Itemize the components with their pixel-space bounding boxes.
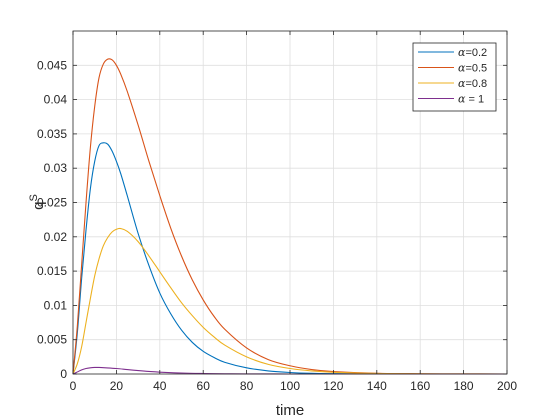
x-tick-label: 140	[367, 379, 387, 393]
y-tick-label: 0.035	[37, 127, 67, 141]
series-layer	[72, 58, 508, 375]
legend-alpha-symbol: α	[458, 62, 466, 75]
x-tick-label: 80	[240, 379, 254, 393]
y-tick-label: 0.025	[37, 196, 67, 210]
legend-box	[412, 42, 497, 112]
y-tick-label: 0.045	[37, 58, 67, 72]
series-line-3	[72, 227, 508, 375]
legend-value: =0.5	[465, 63, 487, 75]
x-tick-label: 40	[153, 379, 167, 393]
x-axis-label: time	[276, 402, 304, 419]
series-line-2	[72, 58, 508, 375]
legend: α=0.2α=0.5α=0.8α = 1	[412, 42, 497, 112]
legend-alpha-symbol: α	[458, 46, 466, 59]
legend-alpha-symbol: α	[458, 77, 466, 90]
y-tick-label: 0.01	[44, 298, 68, 312]
legend-entry: α=0.5	[458, 62, 487, 75]
tick-marks	[72, 31, 508, 375]
x-tick-label: 200	[497, 379, 517, 393]
x-tick-label: 100	[280, 379, 300, 393]
legend-entry: α=0.8	[458, 77, 487, 90]
y-tick-label: 0.04	[44, 93, 68, 107]
x-tick-label: 180	[454, 379, 474, 393]
y-axis-label-superscript: S	[28, 194, 40, 201]
x-tick-label: 0	[70, 379, 77, 393]
y-tick-label: 0.03	[44, 161, 68, 175]
legend-entry: α=0.2	[458, 46, 487, 59]
y-tick-label: 0.005	[37, 333, 67, 347]
y-tick-label: 0.015	[37, 264, 67, 278]
x-tick-label: 60	[197, 379, 211, 393]
legend-entry: α = 1	[458, 93, 484, 106]
x-tick-label: 20	[110, 379, 124, 393]
y-axis-label: q	[30, 202, 47, 210]
tick-labels: 0 20 40 60 80 100 120 140 160 180 200 0 0.005 0.01 0.0…	[37, 58, 517, 393]
y-tick-label: 0.02	[44, 230, 68, 244]
series-line-1	[72, 142, 508, 375]
y-tick-label: 0	[60, 367, 67, 381]
legend-value: =0.2	[465, 47, 487, 59]
legend-alpha-symbol: α	[458, 93, 466, 106]
y-axis-label-group: qS	[28, 194, 47, 210]
x-tick-label: 160	[410, 379, 430, 393]
svg-text:qS: qS	[28, 194, 47, 210]
legend-value: =0.8	[465, 78, 487, 90]
legend-value: = 1	[465, 94, 484, 106]
x-tick-label: 120	[323, 379, 343, 393]
